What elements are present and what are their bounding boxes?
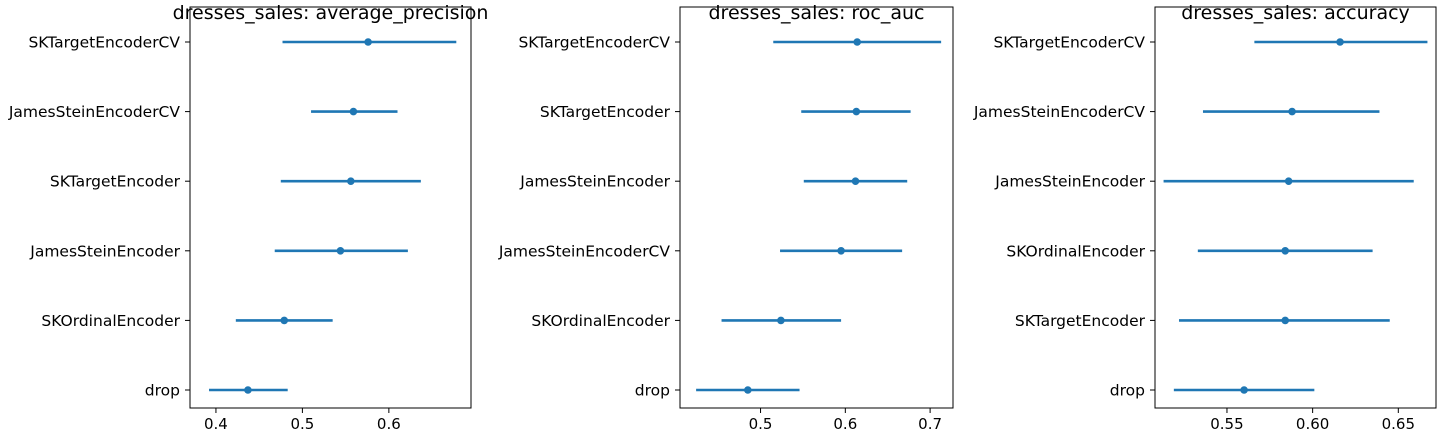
y-tick-label: drop xyxy=(635,382,670,400)
chart-title: dresses_sales: average_precision xyxy=(173,2,489,24)
x-tick-label: 0.60 xyxy=(1296,415,1329,432)
x-tick-label: 0.5 xyxy=(290,415,314,432)
y-tick-label: SKOrdinalEncoder xyxy=(531,312,670,330)
y-tick-label: SKTargetEncoder xyxy=(1015,312,1146,330)
plot-frame xyxy=(1154,6,1437,409)
y-tick-label: drop xyxy=(1110,382,1145,400)
y-tick-label: JamesSteinEncoderCV xyxy=(8,103,181,121)
x-tick-label: 0.6 xyxy=(377,415,401,432)
x-tick-label: 0.4 xyxy=(204,415,228,432)
mean-point xyxy=(1240,386,1248,394)
plot-frame xyxy=(679,6,954,409)
mean-point xyxy=(777,316,785,325)
y-tick-label: SKTargetEncoderCV xyxy=(993,34,1145,52)
y-tick-label: SKTargetEncoderCV xyxy=(28,34,180,52)
mean-point xyxy=(1288,107,1296,116)
y-tick-label: SKTargetEncoder xyxy=(50,173,181,191)
chart-title: dresses_sales: roc_auc xyxy=(709,2,925,24)
mean-point xyxy=(1281,316,1290,325)
mean-point xyxy=(1281,247,1290,255)
y-tick-label: JamesSteinEncoder xyxy=(29,242,180,260)
mean-point xyxy=(837,247,845,255)
y-tick-label: JamesSteinEncoderCV xyxy=(498,242,671,260)
x-tick-label: 0.5 xyxy=(749,415,773,432)
mean-point xyxy=(853,38,861,46)
mean-point xyxy=(349,107,358,116)
mean-point xyxy=(280,316,289,325)
plot-frame xyxy=(189,6,472,409)
mean-point xyxy=(1336,38,1344,46)
mean-point xyxy=(364,38,372,46)
y-tick-label: SKOrdinalEncoder xyxy=(1006,242,1145,260)
y-tick-label: drop xyxy=(145,382,180,400)
x-tick-label: 0.6 xyxy=(833,415,857,432)
y-tick-label: SKTargetEncoder xyxy=(540,103,671,121)
mean-point xyxy=(244,386,252,394)
chart-panel-2: dresses_sales: roc_auc 0.5 0.6 0.7 SKTargetE… xyxy=(498,2,954,432)
y-tick-label: SKTargetEncoderCV xyxy=(518,34,670,52)
mean-point xyxy=(852,107,861,116)
chart-title: dresses_sales: accuracy xyxy=(1181,2,1410,24)
x-tick-label: 0.65 xyxy=(1382,415,1415,432)
y-tick-label: JamesSteinEncoder xyxy=(994,173,1145,191)
x-tick-label: 0.55 xyxy=(1210,415,1243,432)
chart-panel-3: dresses_sales: accuracy 0.55 0.60 0.65 SKTar… xyxy=(973,2,1437,432)
mean-point xyxy=(347,177,355,185)
x-tick-label: 0.7 xyxy=(918,415,942,432)
mean-point xyxy=(336,247,345,255)
mean-point xyxy=(1284,177,1293,185)
y-tick-label: SKOrdinalEncoder xyxy=(41,312,180,330)
y-tick-label: JamesSteinEncoder xyxy=(519,173,670,191)
mean-point xyxy=(851,177,860,185)
mean-point xyxy=(744,386,752,394)
chart-panel-1: dresses_sales: average_precision 0.4 0.5 0.… xyxy=(8,2,489,432)
y-tick-label: JamesSteinEncoderCV xyxy=(973,103,1146,121)
